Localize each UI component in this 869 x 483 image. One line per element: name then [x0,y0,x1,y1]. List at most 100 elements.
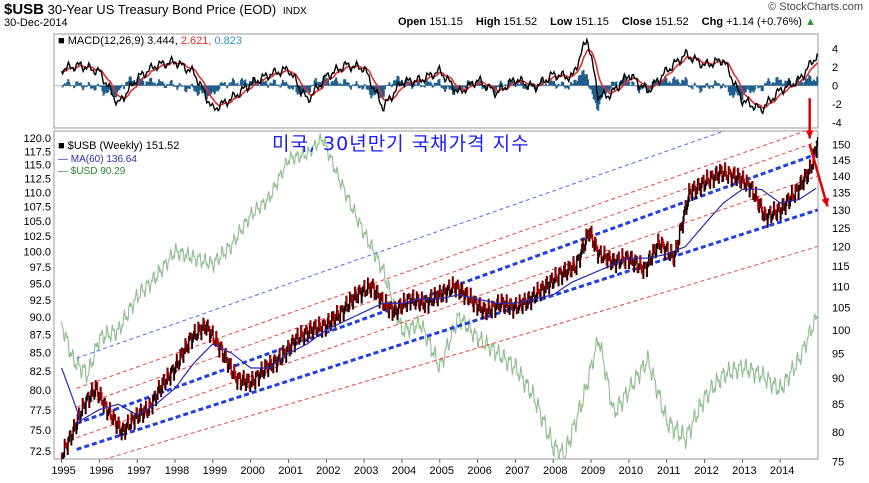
left-y-tick-label: 105.0 [23,216,51,228]
korean-annotation: 미국, 30년만기 국채가격 지수 [272,133,530,155]
macd-y-tick-label: 4 [832,44,838,56]
blue-upper-channel-line [76,131,726,359]
close-value: 151.52 [654,16,689,28]
low-label: Low [550,16,573,28]
price-legend-title: ■ $USB (Weekly) 151.52 [58,140,179,152]
x-tick-label: 2013 [732,465,756,477]
x-tick-label: 2001 [278,465,302,477]
macd-frame [53,33,819,129]
price-plot-area [60,131,818,459]
x-tick-label: 2004 [392,465,416,477]
macd-y-tick-label: -2 [832,99,842,111]
right-y-tick-label: 85 [832,399,844,411]
right-y-tick-label: 75 [832,456,844,468]
price-panel: 72.5 75.0 77.5 80.0 82.5 85.0 87.5 90.0 92.5 95.0… [23,98,850,477]
red-channel-line [76,131,807,389]
x-tick-label: 2007 [505,465,529,477]
x-tick-label: 2014 [770,465,794,477]
right-y-tick-label: 145 [832,155,850,167]
x-tick-label: 1996 [89,465,113,477]
right-y-tick-label: 150 [832,140,850,152]
right-y-tick-label: 100 [832,325,850,337]
exchange: INDX [282,6,307,17]
left-y-tick-label: 100.0 [23,246,51,258]
right-y-tick-label: 90 [832,373,844,385]
x-tick-label: 2003 [354,465,378,477]
macd-y-tick-label: 2 [832,62,838,74]
high-label: High [475,16,501,28]
usd-legend: — $USD 90.29 [58,166,126,177]
x-tick-label: 2010 [619,465,643,477]
symbol: $USB [4,1,45,18]
ohlc-summary: Open 151.15 High 151.52 Low 151.15 Close… [398,16,816,28]
open-value: 151.15 [429,16,463,28]
macd-y-tick-label: -4 [832,117,842,129]
instrument-name: 30-Year US Treasury Bond Price (EOD) [47,2,277,17]
red-channel-line [103,246,818,459]
x-tick-label: 1995 [51,465,75,477]
macd-legend-signal: 2.621, [181,35,215,47]
red-channel-line [76,175,818,439]
right-y-tick-label: 80 [832,427,844,439]
left-y-tick-label: 120.0 [23,133,51,145]
left-y-tick-label: 87.5 [30,329,51,341]
x-tick-label: 2000 [240,465,264,477]
left-y-tick-label: 107.5 [23,202,51,214]
right-y-tick-label: 130 [832,205,850,217]
stockcharts-brand: © StockCharts.com [768,1,863,13]
left-y-tick-label: 85.0 [30,347,51,359]
x-tick-label: 2006 [467,465,491,477]
chart-date: 30-Dec-2014 [4,17,68,29]
right-y-tick-label: 120 [832,242,850,254]
macd-line [60,36,818,115]
left-y-tick-label: 102.5 [23,231,51,243]
ma-legend: — MA(60) 136.64 [58,154,137,165]
left-y-tick-label: 82.5 [30,366,51,378]
left-y-tick-label: 80.0 [30,385,51,397]
right-y-tick-label: 140 [832,171,850,183]
x-tick-label: 2008 [543,465,567,477]
x-tick-label: 1997 [127,465,151,477]
x-tick-label: 2005 [430,465,454,477]
usd-line [61,133,818,459]
left-y-tick-label: 77.5 [30,405,51,417]
left-y-tick-label: 110.0 [24,187,51,199]
chg-value: +1.14 (+0.76%) [726,16,802,28]
blue-main-channel-line [76,208,818,451]
macd-legend-hist: 0.823 [214,35,242,47]
macd-panel: -4 -2 0 2 4 ■ MACD(12,26,9) 3.444, 2.621, 0.8… [53,33,842,129]
arrow-head-icon [821,197,829,207]
close-label: Close [621,16,652,28]
ma60-line [61,187,817,422]
left-y-tick-label: 112.5 [24,173,51,185]
up-arrow-icon: ▲ [805,16,816,28]
low-value: 151.15 [575,16,609,28]
x-tick-label: 1998 [165,465,189,477]
macd-legend-label: ■ MACD(12,26,9) 3.444, [58,35,181,47]
right-y-tick-label: 125 [832,223,850,235]
right-y-tick-label: 115 [832,261,850,273]
left-y-tick-label: 115.0 [24,160,51,172]
trend-arrow [808,144,829,207]
left-y-tick-label: 72.5 [30,446,51,458]
left-y-tick-label: 92.5 [30,295,51,307]
x-tick-label: 2012 [694,465,718,477]
right-y-tick-label: 135 [832,188,850,200]
x-tick-label: 2002 [316,465,340,477]
macd-y-tick-label: 0 [832,81,838,93]
right-y-tick-label: 105 [832,303,850,315]
x-tick-label: 1999 [203,465,227,477]
left-y-tick-label: 75.0 [30,425,51,437]
x-tick-label: 2009 [581,465,605,477]
macd-signal-line [61,48,818,109]
open-label: Open [398,16,427,28]
right-y-tick-label: 95 [832,348,844,360]
macd-legend: ■ MACD(12,26,9) 3.444, 2.621, 0.823 [58,35,242,47]
left-y-tick-label: 97.5 [30,262,51,274]
left-y-tick-label: 117.5 [24,146,51,158]
x-tick-label: 2011 [657,465,681,477]
chg-label: Chg [701,16,724,28]
left-y-tick-label: 95.0 [30,278,51,290]
right-y-tick-label: 110 [832,281,850,293]
